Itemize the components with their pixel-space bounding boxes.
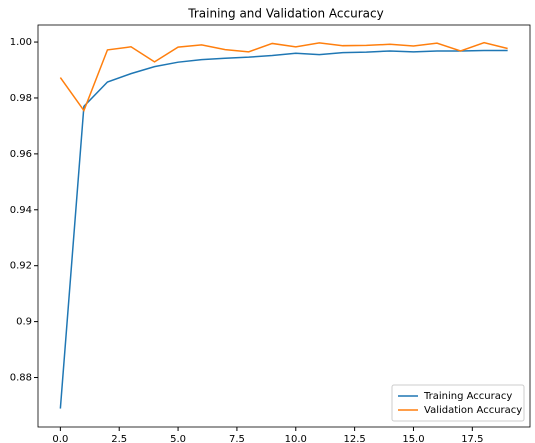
plot-frame [37, 24, 531, 428]
x-tick-label: 15.0 [402, 434, 424, 443]
x-tick-label: 10.0 [285, 434, 307, 443]
y-tick-label: 0.98 [10, 93, 32, 104]
x-tick-label: 7.5 [229, 434, 245, 443]
x-tick-label: 17.5 [461, 434, 483, 443]
y-tick-label: 0.96 [10, 149, 32, 160]
legend-label: Validation Accuracy [424, 405, 522, 416]
y-tick-label: 1.00 [10, 37, 32, 48]
x-tick-label: 5.0 [170, 434, 186, 443]
legend-box [391, 384, 525, 422]
data-line [59, 41, 508, 113]
x-tick-label: 0.0 [52, 434, 68, 443]
data-line [59, 49, 508, 409]
chart-title: Training and Validation Accuracy [187, 7, 383, 21]
x-tick-label: 12.5 [343, 434, 365, 443]
y-tick-label: 0.88 [10, 373, 32, 384]
y-tick-label: 0.94 [10, 205, 32, 216]
legend-label: Training Accuracy [423, 391, 512, 402]
y-tick-label: 0.92 [10, 261, 32, 272]
y-tick-label: 0.9 [16, 317, 32, 328]
x-tick-label: 2.5 [111, 434, 127, 443]
legend: Training Accuracy Validation Accuracy [391, 384, 525, 422]
